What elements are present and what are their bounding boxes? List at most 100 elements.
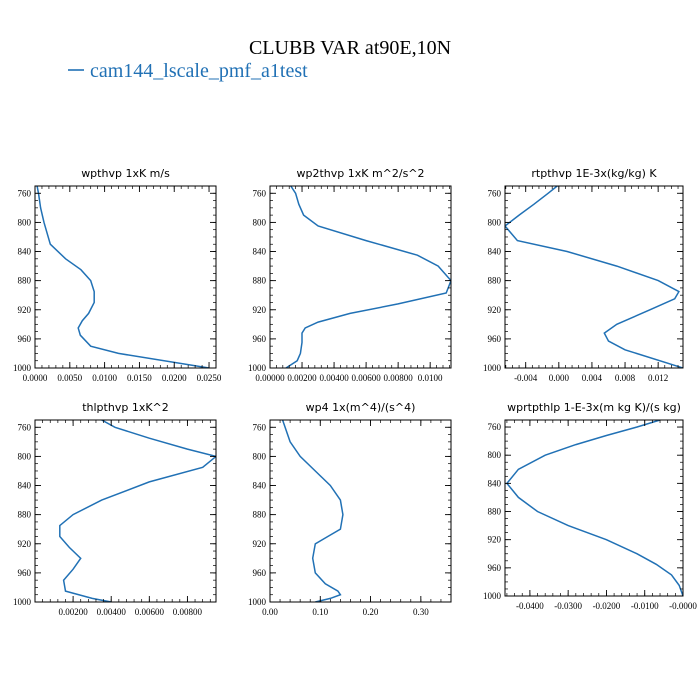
y-tick-label: 1000 (483, 591, 502, 601)
figure-title: CLUBB VAR at90E,10N (249, 37, 451, 59)
y-tick-label: 880 (488, 276, 502, 286)
x-tick-label: 0.00000 (255, 373, 285, 383)
x-tick-label: 0.00600 (351, 373, 381, 383)
x-tick-label: -0.004 (514, 373, 538, 383)
y-tick-label: 960 (488, 334, 502, 344)
y-tick-label: 1000 (13, 597, 32, 607)
series-line (505, 420, 683, 596)
y-tick-label: 960 (253, 334, 267, 344)
panel-5: wp4 1x(m^4)/(s^4)76080084088092096010000… (248, 401, 452, 617)
x-tick-label: 0.30 (413, 607, 429, 617)
y-tick-label: 880 (18, 276, 32, 286)
y-tick-label: 800 (18, 451, 32, 461)
plot-frame (269, 419, 452, 603)
panel-title: wp4 1x(m^4)/(s^4) (306, 401, 416, 414)
panel-title: wpthvp 1xK m/s (81, 167, 170, 180)
y-tick-label: 840 (488, 247, 502, 257)
x-tick-label: 0.008 (615, 373, 636, 383)
y-tick-label: 880 (488, 507, 502, 517)
y-tick-label: 880 (253, 510, 267, 520)
x-tick-label: 0.00200 (287, 373, 317, 383)
y-tick-label: 920 (18, 305, 32, 315)
panels: wpthvp 1xK m/s76080084088092096010000.00… (13, 167, 697, 617)
x-tick-label: -0.0000 (669, 601, 697, 611)
x-tick-label: -0.0200 (593, 601, 621, 611)
x-tick-label: 0.00400 (97, 607, 127, 617)
y-tick-label: 880 (18, 510, 32, 520)
series-line (281, 420, 344, 602)
x-tick-label: 0.0200 (162, 373, 187, 383)
y-tick-label: 760 (18, 422, 32, 432)
y-tick-label: 960 (253, 568, 267, 578)
y-tick-label: 840 (18, 247, 32, 257)
series-line (36, 186, 210, 368)
x-tick-label: 0.00400 (319, 373, 349, 383)
plot-frame (504, 419, 684, 597)
y-tick-label: 800 (488, 217, 502, 227)
y-tick-label: 920 (488, 535, 502, 545)
y-tick-label: 960 (18, 334, 32, 344)
y-tick-label: 1000 (248, 597, 267, 607)
plot-frame (34, 419, 217, 603)
y-tick-label: 760 (488, 188, 502, 198)
x-tick-label: 0.20 (363, 607, 379, 617)
y-tick-label: 800 (253, 217, 267, 227)
y-tick-label: 840 (253, 247, 267, 257)
series-line (505, 186, 683, 368)
panel-title: thlpthvp 1xK^2 (82, 401, 169, 414)
x-tick-label: 0.0100 (418, 373, 443, 383)
series-line (59, 420, 216, 602)
x-tick-label: 0.00800 (384, 373, 414, 383)
x-tick-label: 0.0000 (23, 373, 48, 383)
x-tick-label: 0.0150 (127, 373, 152, 383)
y-tick-label: 1000 (13, 363, 32, 373)
x-tick-label: 0.004 (582, 373, 603, 383)
x-tick-label: -0.0400 (516, 601, 544, 611)
y-tick-label: 960 (18, 568, 32, 578)
x-tick-label: 0.00 (262, 607, 278, 617)
x-tick-label: -0.0300 (554, 601, 582, 611)
x-tick-label: 0.0050 (57, 373, 82, 383)
panel-6: wprtpthlp 1-E-3x(m kg K)/(s kg) 760 800 840… (483, 401, 697, 611)
panel-title: wprtpthlp 1-E-3x(m kg K)/(s kg) (507, 401, 681, 414)
y-tick-label: 760 (18, 188, 32, 198)
y-tick-label: 840 (18, 481, 32, 491)
x-tick-label: -0.0100 (631, 601, 659, 611)
y-tick-label: 800 (18, 217, 32, 227)
panel-2: wp2thvp 1xK m^2/s^2 760 800 840 880 920 960 100… (248, 167, 452, 383)
panel-3: rtpthvp 1E-3x(kg/kg) K 760 800 840 880 920 960… (483, 167, 684, 383)
x-tick-label: 0.012 (648, 373, 668, 383)
y-tick-label: 920 (253, 305, 267, 315)
panel-1: wpthvp 1xK m/s76080084088092096010000.00… (13, 167, 222, 383)
y-tick-label: 840 (488, 478, 502, 488)
y-tick-label: 760 (488, 422, 502, 432)
plot-frame (504, 185, 684, 369)
panel-4: thlpthvp 1xK^2 760 800 840 880 920 960 1000 0.00… (13, 401, 217, 617)
y-tick-label: 760 (253, 422, 267, 432)
x-tick-label: 0.0100 (92, 373, 117, 383)
y-tick-label: 760 (253, 188, 267, 198)
y-tick-label: 800 (488, 450, 502, 460)
x-tick-label: 0.000 (549, 373, 570, 383)
y-tick-label: 920 (18, 539, 32, 549)
y-tick-label: 920 (488, 305, 502, 315)
panel-title: rtpthvp 1E-3x(kg/kg) K (531, 167, 657, 180)
x-tick-label: 0.00600 (135, 607, 165, 617)
y-tick-label: 800 (253, 451, 267, 461)
y-tick-label: 1000 (248, 363, 267, 373)
plot-frame (269, 185, 452, 369)
x-tick-label: 0.00800 (173, 607, 203, 617)
legend-label: cam144_lscale_pmf_a1test (90, 60, 308, 82)
series-line (285, 186, 451, 368)
y-tick-label: 1000 (483, 363, 502, 373)
y-tick-label: 880 (253, 276, 267, 286)
y-tick-label: 960 (488, 563, 502, 573)
x-tick-label: 0.0250 (197, 373, 222, 383)
x-tick-label: 0.00200 (58, 607, 88, 617)
plot-frame (34, 185, 217, 369)
x-tick-label: 0.10 (312, 607, 328, 617)
y-tick-label: 920 (253, 539, 267, 549)
y-tick-label: 840 (253, 481, 267, 491)
panel-title: wp2thvp 1xK m^2/s^2 (296, 167, 424, 180)
